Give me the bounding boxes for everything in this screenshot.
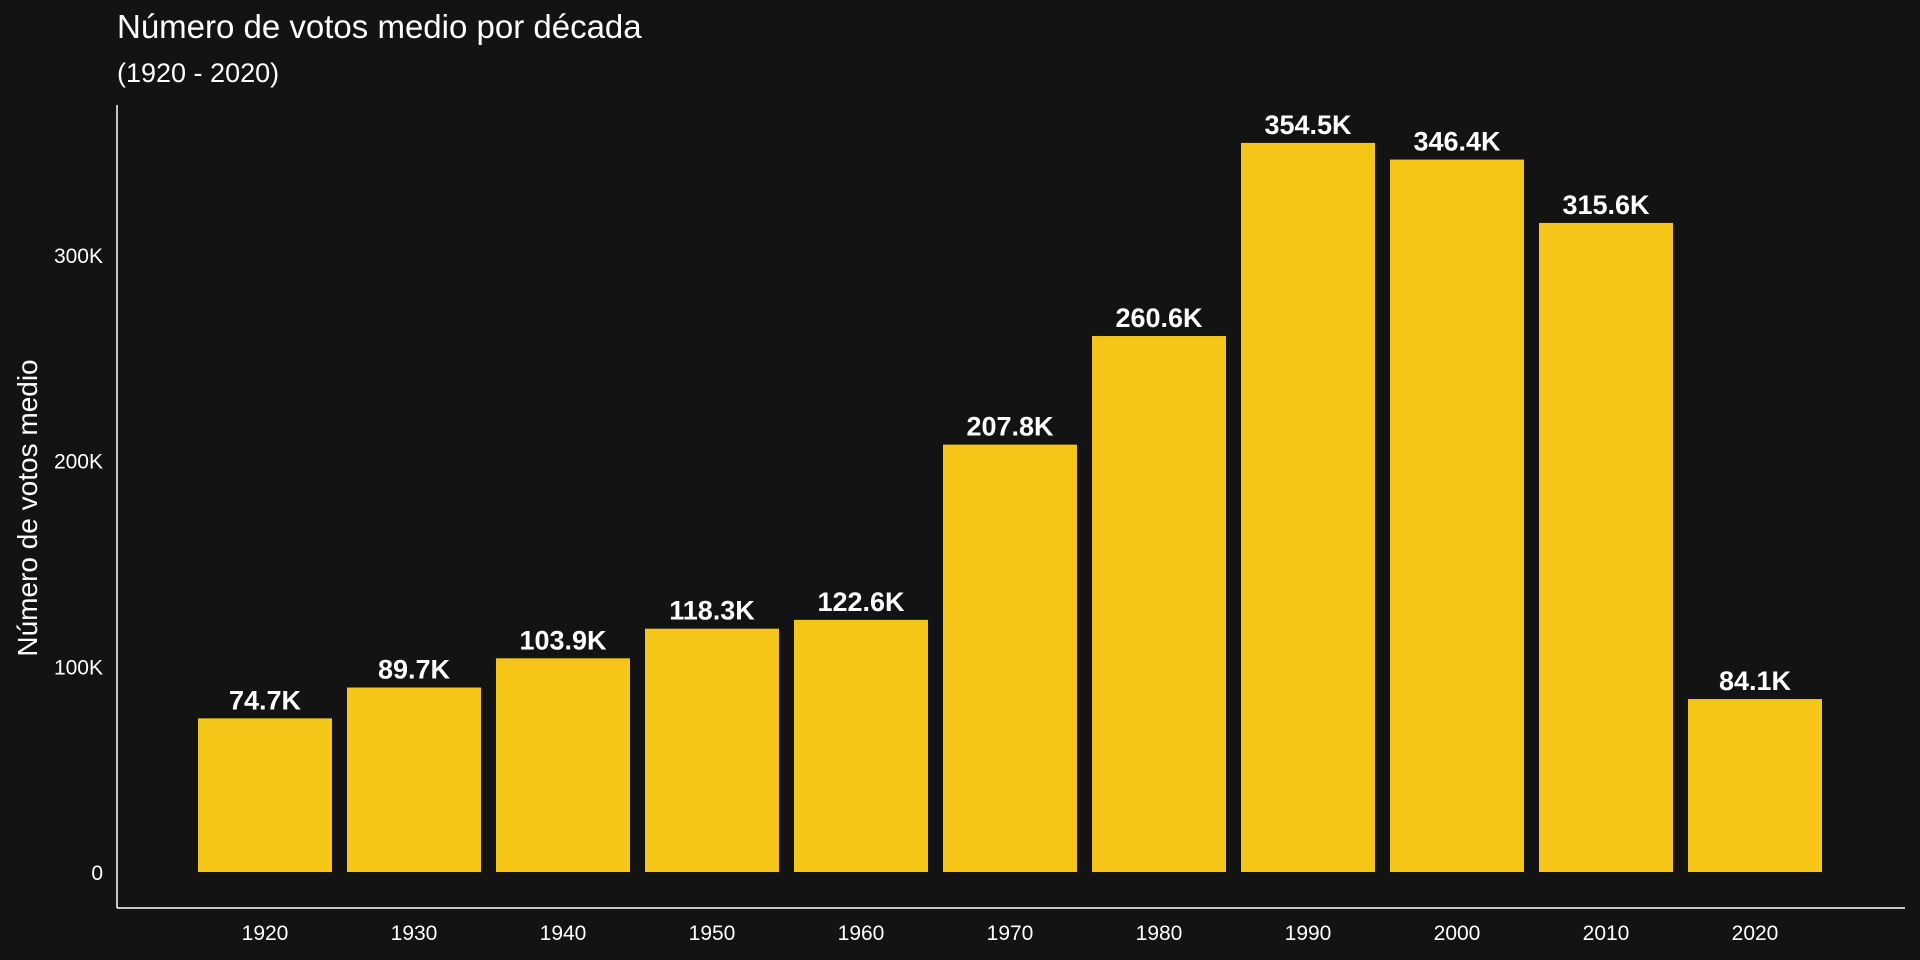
data-label: 315.6K	[1562, 190, 1650, 220]
bar	[347, 687, 481, 872]
x-tick-label: 1920	[242, 922, 289, 945]
y-axis-label: Número de votos medio	[12, 359, 43, 656]
data-label: 89.7K	[378, 655, 451, 685]
data-label: 122.6K	[817, 587, 905, 617]
chart-title: Número de votos medio por década	[117, 8, 642, 45]
y-tick-label: 100K	[54, 656, 103, 679]
x-tick-label: 1940	[540, 922, 587, 945]
chart-subtitle: (1920 - 2020)	[117, 58, 280, 88]
x-tick-label: 1960	[838, 922, 885, 945]
data-label: 118.3K	[669, 596, 755, 626]
x-tick-label: 1980	[1136, 922, 1183, 945]
bar	[1539, 222, 1673, 872]
x-tick-label: 1950	[689, 922, 736, 945]
data-label: 103.9K	[519, 625, 607, 655]
bar	[794, 619, 928, 872]
data-label: 74.7K	[229, 685, 302, 715]
x-tick-label: 2010	[1583, 922, 1630, 945]
bar	[943, 444, 1077, 872]
bar	[496, 658, 630, 872]
bar	[1688, 699, 1822, 872]
bar	[1241, 142, 1375, 872]
data-labels-group: 74.7K 89.7K 103.9K 118.3K 122.6K 207.8K 260.6K…	[229, 110, 1792, 715]
data-label: 207.8K	[966, 412, 1054, 442]
y-tick-label: 0	[91, 862, 103, 885]
bar	[198, 718, 332, 872]
x-tick-label: 2000	[1434, 922, 1481, 945]
data-label: 84.1K	[1719, 666, 1792, 696]
y-tick-label: 200K	[54, 451, 103, 474]
data-label: 354.5K	[1264, 110, 1352, 140]
ticks-group: 0 100K 200K 300K 1920 1930 1940 1950 1960 1970 198…	[54, 245, 1778, 945]
bar	[1092, 336, 1226, 872]
axes-group	[116, 105, 1905, 909]
bar	[645, 628, 779, 872]
y-tick-label: 300K	[54, 245, 103, 268]
x-tick-label: 1970	[987, 922, 1034, 945]
data-label: 260.6K	[1115, 303, 1203, 333]
data-label: 346.4K	[1413, 127, 1501, 157]
bars-group	[198, 142, 1822, 872]
x-tick-label: 1930	[391, 922, 438, 945]
x-tick-label: 1990	[1285, 922, 1332, 945]
x-tick-label: 2020	[1732, 922, 1779, 945]
bar	[1390, 159, 1524, 872]
